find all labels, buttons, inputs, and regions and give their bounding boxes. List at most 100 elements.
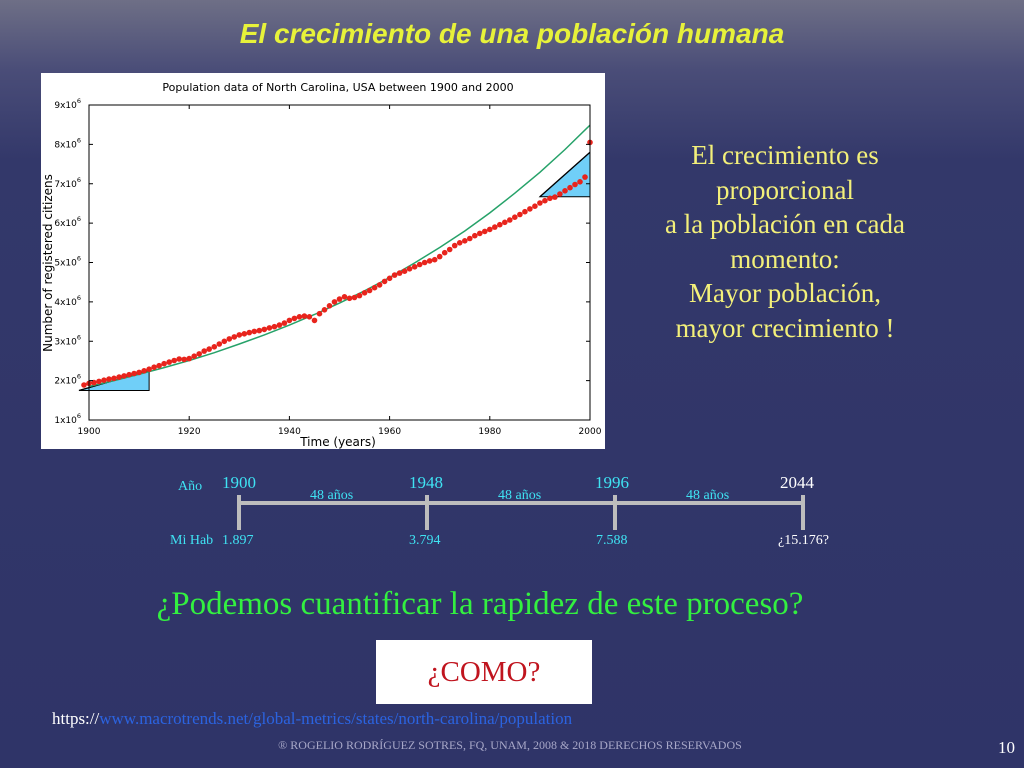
data-point [296, 314, 303, 320]
data-point [431, 256, 438, 263]
como-text: ¿COMO? [427, 656, 541, 688]
y-tick-label: 9x106 [54, 97, 81, 111]
data-point [441, 249, 448, 256]
data-point [251, 328, 258, 335]
data-point [421, 259, 428, 266]
data-point [411, 264, 418, 270]
timeline-population-label: Mi Hab [170, 533, 214, 548]
data-point [577, 179, 583, 185]
page-number: 10 [998, 738, 1015, 757]
data-point [211, 344, 218, 350]
data-point [426, 258, 433, 264]
data-point [141, 368, 147, 374]
data-point [366, 287, 373, 294]
data-point [371, 284, 378, 291]
data-point [151, 364, 157, 371]
y-tick-label: 2x106 [54, 373, 81, 387]
data-point [201, 348, 207, 354]
data-point [271, 323, 278, 330]
data-point [472, 232, 478, 239]
data-point [261, 326, 268, 333]
data-point [231, 334, 238, 340]
data-point [497, 221, 503, 228]
data-point [326, 303, 333, 309]
data-point [467, 235, 473, 242]
timeline-pop-1900: 1.897 [222, 533, 254, 548]
data-point [146, 366, 152, 373]
explanation-line-2: proporcional [716, 174, 854, 205]
data-point [91, 379, 97, 386]
data-point [582, 174, 588, 180]
data-point [492, 224, 498, 230]
x-tick-label: 1920 [178, 427, 201, 437]
question-text: ¿Podemos cuantificar la rapidez de este … [156, 586, 804, 622]
tangent-line-2 [539, 151, 591, 198]
data-point [126, 371, 132, 378]
como-box: ¿COMO? [376, 640, 592, 704]
timeline-pop-1996: 7.588 [596, 533, 628, 548]
data-point [181, 356, 187, 363]
data-point [291, 315, 298, 322]
explanation-line-4: momento: [730, 243, 840, 274]
x-tick-label: 2000 [579, 427, 602, 437]
data-point [266, 325, 273, 331]
y-tick-label: 3x106 [54, 333, 81, 347]
source-url-link[interactable]: www.macrotrends.net/global-metrics/state… [99, 709, 573, 728]
data-point [246, 329, 253, 336]
data-point [206, 346, 212, 352]
data-point [121, 373, 127, 379]
explanation-line-6: mayor crecimiento ! [675, 312, 895, 343]
data-point [512, 214, 518, 220]
data-point [331, 299, 338, 305]
y-tick-label: 5x106 [54, 255, 81, 269]
data-point [336, 296, 343, 302]
data-point [96, 378, 102, 385]
data-point [416, 261, 423, 268]
timeline-year-1948: 1948 [409, 473, 443, 492]
data-point [507, 217, 513, 223]
data-point [502, 219, 508, 226]
population-chart-svg: Population data of North Carolina, USA b… [41, 81, 602, 449]
data-point [156, 362, 162, 369]
data-point [406, 266, 413, 272]
y-tick-label: 6x106 [54, 215, 81, 229]
data-point [436, 253, 443, 260]
data-point [321, 307, 328, 313]
data-point [161, 360, 167, 367]
data-point [301, 313, 308, 319]
data-point [131, 370, 137, 377]
timeline-year-2044: 2044 [780, 473, 814, 492]
data-point [462, 238, 468, 244]
timeline-span-2: 48 años [498, 488, 542, 503]
data-point [196, 351, 202, 357]
explanation-line-5: Mayor población, [689, 278, 881, 308]
data-point [241, 331, 248, 337]
x-tick-label: 1960 [378, 427, 401, 437]
y-tick-label: 7x106 [54, 176, 81, 190]
y-ticks-layer: 1x106 2x106 3x106 4x106 5x106 6x106 7x106 8x106… [54, 97, 590, 426]
data-point [542, 197, 548, 204]
timeline-year-1996: 1996 [595, 473, 629, 492]
explanation-line-1: El crecimiento es [691, 140, 879, 170]
x-tick-label: 1980 [478, 427, 501, 437]
data-point [281, 320, 288, 326]
data-point [236, 332, 243, 338]
data-point [111, 375, 117, 382]
data-point [567, 184, 573, 191]
data-point [171, 357, 177, 364]
copyright-footer: ® ROGELIO RODRÍGUEZ SOTRES, FQ, UNAM, 20… [278, 738, 742, 752]
exponential-fit-line [88, 124, 591, 388]
data-point [482, 228, 488, 235]
data-point [381, 278, 388, 285]
data-point [572, 181, 578, 188]
data-point [216, 341, 223, 347]
data-point [306, 314, 313, 320]
x-ticks-layer: 1900 1920 1940 1960 1980 2000 [78, 105, 602, 437]
data-point [451, 242, 458, 249]
data-point [81, 382, 87, 388]
data-point [456, 240, 463, 246]
timeline-year-label: Año [178, 479, 203, 494]
data-point [316, 310, 323, 317]
explanation-text: El crecimiento es proporcional a la pobl… [640, 138, 930, 345]
data-point [351, 294, 358, 301]
